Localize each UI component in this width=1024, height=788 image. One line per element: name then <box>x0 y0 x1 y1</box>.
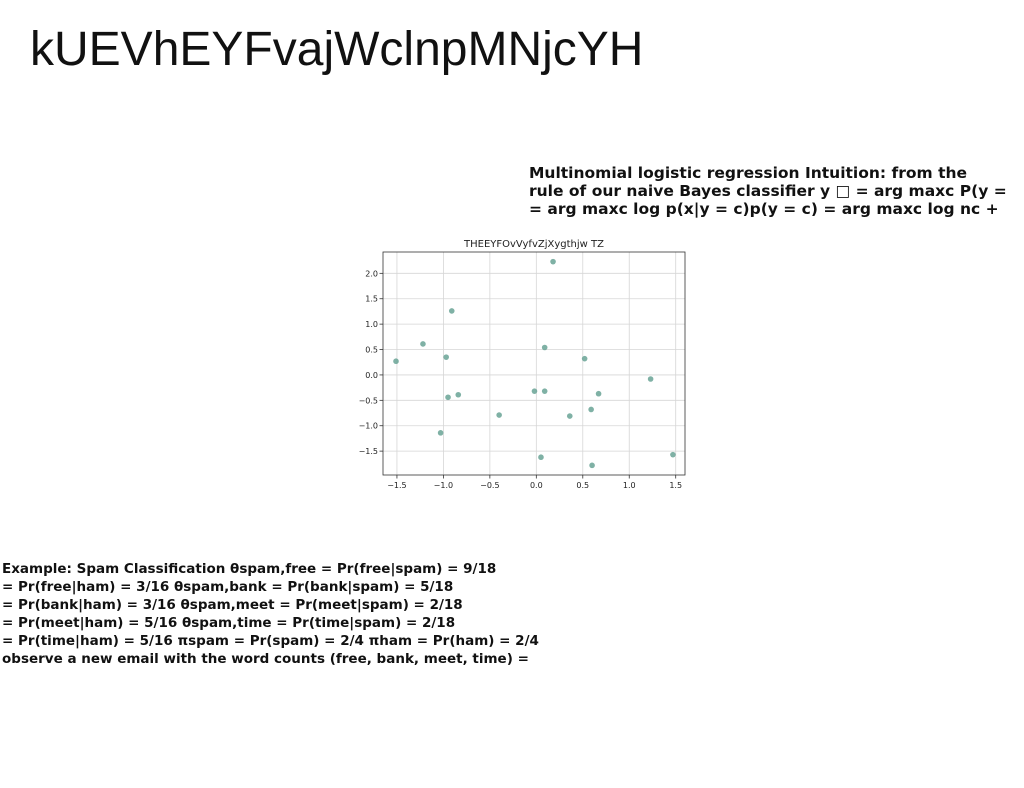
scatter-point <box>420 341 426 347</box>
intuition-line: Multinomial logistic regression Intuitio… <box>529 164 968 182</box>
plot-frame <box>382 251 686 476</box>
example-line: = Pr(meet|ham) = 5/16 θspam,time = Pr(ti… <box>2 615 456 631</box>
x-tick-label: −1.5 <box>387 481 406 490</box>
x-tick-label: 0.0 <box>530 481 543 490</box>
intuition-text-block: Multinomial logistic regression Intuitio… <box>529 164 1024 218</box>
y-tick-label: 1.0 <box>365 320 378 329</box>
scatter-point <box>595 390 602 397</box>
x-tick-label: −0.5 <box>480 481 499 490</box>
x-axis-ticks: −1.5 −1.0 −0.5 0.0 0.5 1.0 1.5 <box>387 475 682 490</box>
scatter-chart-svg: THEEYFOvVyfvZjXygthjw TZ −1.5 −1.0 −0.5 0.0… <box>359 239 686 490</box>
chart-title: THEEYFOvVyfvZjXygthjw TZ <box>463 239 604 250</box>
scatter-point <box>670 451 676 458</box>
scatter-point <box>455 391 462 398</box>
intuition-line: = arg maxc log p(x|y = c)p(y = c) = arg … <box>529 200 999 218</box>
intuition-line: rule of our naive Bayes classifier y □ =… <box>529 182 1007 200</box>
scatter-point <box>445 394 451 401</box>
page-title: kUEVhEYFvajWclnpMNjcYH <box>30 23 644 76</box>
scatter-point <box>541 344 548 351</box>
example-line: Example: Spam Classification θspam,free … <box>2 561 497 577</box>
y-tick-label: 0.0 <box>365 371 378 380</box>
scatter-point <box>541 388 548 394</box>
example-line: = Pr(free|ham) = 3/16 θspam,bank = Pr(ba… <box>2 579 454 595</box>
y-tick-label: 0.5 <box>365 346 378 355</box>
x-tick-label: 1.0 <box>623 481 636 490</box>
x-tick-label: −1.0 <box>434 481 453 490</box>
chart-grid <box>383 252 685 475</box>
scatter-point <box>589 462 595 469</box>
x-tick-label: 1.5 <box>669 481 682 490</box>
scatter-chart: THEEYFOvVyfvZjXygthjw TZ −1.5 −1.0 −0.5 0.0… <box>352 232 692 492</box>
y-tick-label: 1.5 <box>365 295 378 304</box>
x-tick-label: 0.5 <box>576 481 589 490</box>
scatter-point <box>550 258 556 265</box>
scatter-point <box>581 355 588 362</box>
y-tick-label: −0.5 <box>359 396 378 405</box>
scatter-point <box>437 430 444 436</box>
scatter-point <box>566 413 573 419</box>
example-line: = Pr(bank|ham) = 3/16 θspam,meet = Pr(me… <box>2 597 463 613</box>
example-text-block: Example: Spam Classification θspam,free … <box>2 560 602 668</box>
scatter-point <box>531 388 538 394</box>
scatter-point <box>538 454 544 461</box>
scatter-point <box>443 354 449 360</box>
scatter-point <box>393 358 399 365</box>
scatter-point <box>588 406 594 413</box>
example-line: = Pr(time|ham) = 5/16 πspam = Pr(spam) =… <box>2 633 539 649</box>
y-tick-label: −1.5 <box>359 447 378 456</box>
scatter-point <box>647 376 654 382</box>
y-tick-label: 2.0 <box>365 269 378 278</box>
chart-points <box>393 258 676 469</box>
y-axis-ticks: −1.5 −1.0 −0.5 0.0 0.5 1.0 1.5 2.0 <box>359 269 383 456</box>
example-line: observe a new email with the word counts… <box>2 651 529 667</box>
scatter-point <box>448 308 455 314</box>
y-tick-label: −1.0 <box>359 422 378 431</box>
scatter-point <box>496 412 502 418</box>
